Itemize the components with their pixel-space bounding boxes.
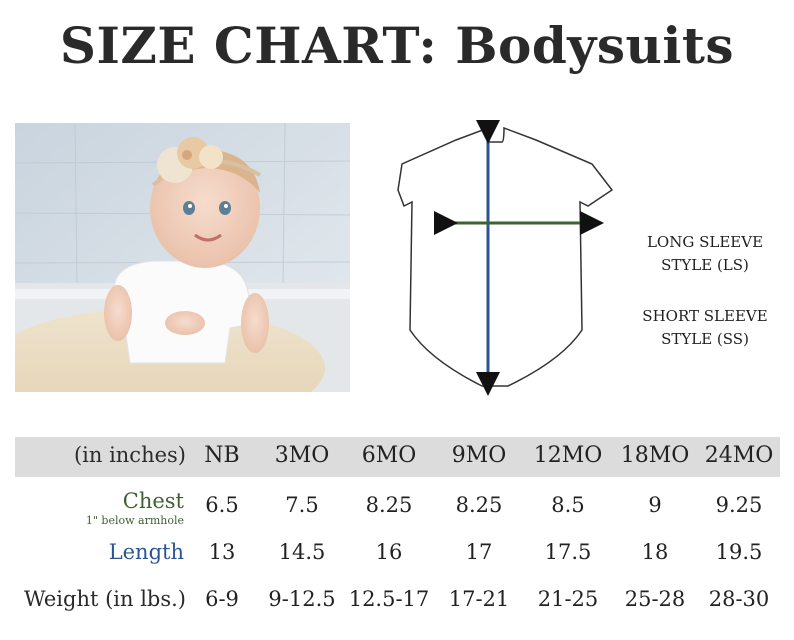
table-header-band xyxy=(15,437,780,477)
short-sleeve-line2: STYLE (SS) xyxy=(661,330,749,348)
short-sleeve-line1: SHORT SLEEVE xyxy=(642,307,768,325)
weight-value: 12.5-17 xyxy=(348,587,430,611)
size-header: 3MO xyxy=(274,443,330,468)
chest-value: 8.25 xyxy=(365,493,413,517)
chest-value: 9 xyxy=(648,493,662,517)
length-value: 17 xyxy=(465,540,493,564)
weight-value: 17-21 xyxy=(448,587,510,611)
weight-label: Weight (in lbs.) xyxy=(23,587,186,611)
length-value: 18 xyxy=(641,540,669,564)
bodysuit-diagram xyxy=(396,120,616,396)
long-sleeve-style-label: LONG SLEEVE STYLE (LS) xyxy=(620,231,790,277)
size-header: 18MO xyxy=(620,443,690,468)
chest-value: 8.5 xyxy=(551,493,585,517)
long-sleeve-line2: STYLE (LS) xyxy=(661,256,749,274)
length-value: 16 xyxy=(375,540,403,564)
size-header: 9MO xyxy=(451,443,507,468)
weight-value: 9-12.5 xyxy=(268,587,336,611)
size-header: 6MO xyxy=(361,443,417,468)
size-header: NB xyxy=(204,443,240,468)
length-value: 17.5 xyxy=(544,540,592,564)
length-value: 19.5 xyxy=(715,540,763,564)
length-value: 13 xyxy=(208,540,236,564)
long-sleeve-line1: LONG SLEEVE xyxy=(646,233,764,251)
weight-value: 6-9 xyxy=(205,587,239,611)
chest-value: 7.5 xyxy=(285,493,319,517)
weight-value: 21-25 xyxy=(537,587,599,611)
length-label: Length xyxy=(108,540,184,564)
size-header: 24MO xyxy=(704,443,774,468)
chest-label: Chest xyxy=(122,489,184,513)
baby-photo xyxy=(15,123,350,392)
unit-header: (in inches) xyxy=(73,443,186,467)
weight-value: 25-28 xyxy=(624,587,686,611)
size-header: 12MO xyxy=(533,443,603,468)
chest-sublabel: 1" below armhole xyxy=(85,514,184,527)
short-sleeve-style-label: SHORT SLEEVE STYLE (SS) xyxy=(620,305,790,351)
chest-value: 6.5 xyxy=(205,493,239,517)
chest-value: 9.25 xyxy=(715,493,763,517)
page-title: SIZE CHART: Bodysuits xyxy=(59,16,735,75)
weight-value: 28-30 xyxy=(708,587,770,611)
chest-value: 8.25 xyxy=(455,493,503,517)
length-value: 14.5 xyxy=(278,540,326,564)
